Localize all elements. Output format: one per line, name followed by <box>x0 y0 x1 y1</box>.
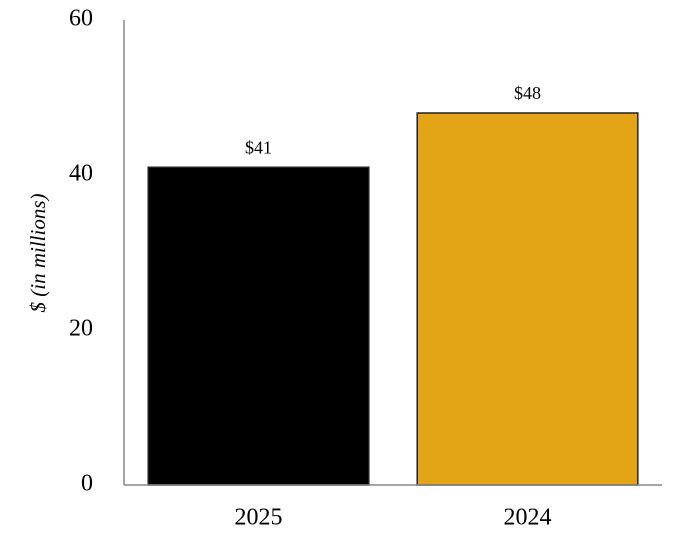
value-label: $41 <box>245 137 272 157</box>
x-tick-label: 2025 <box>235 505 283 531</box>
x-tick-label: 2024 <box>504 505 552 531</box>
value-label: $48 <box>514 83 541 103</box>
y-tick-label: 60 <box>69 6 93 32</box>
y-axis-label: $ (in millions) <box>26 193 50 312</box>
bar <box>147 166 370 486</box>
y-tick-label: 20 <box>69 316 93 342</box>
y-tick-label: 40 <box>69 161 93 187</box>
bar <box>416 112 639 486</box>
y-tick-label: 0 <box>81 471 93 497</box>
